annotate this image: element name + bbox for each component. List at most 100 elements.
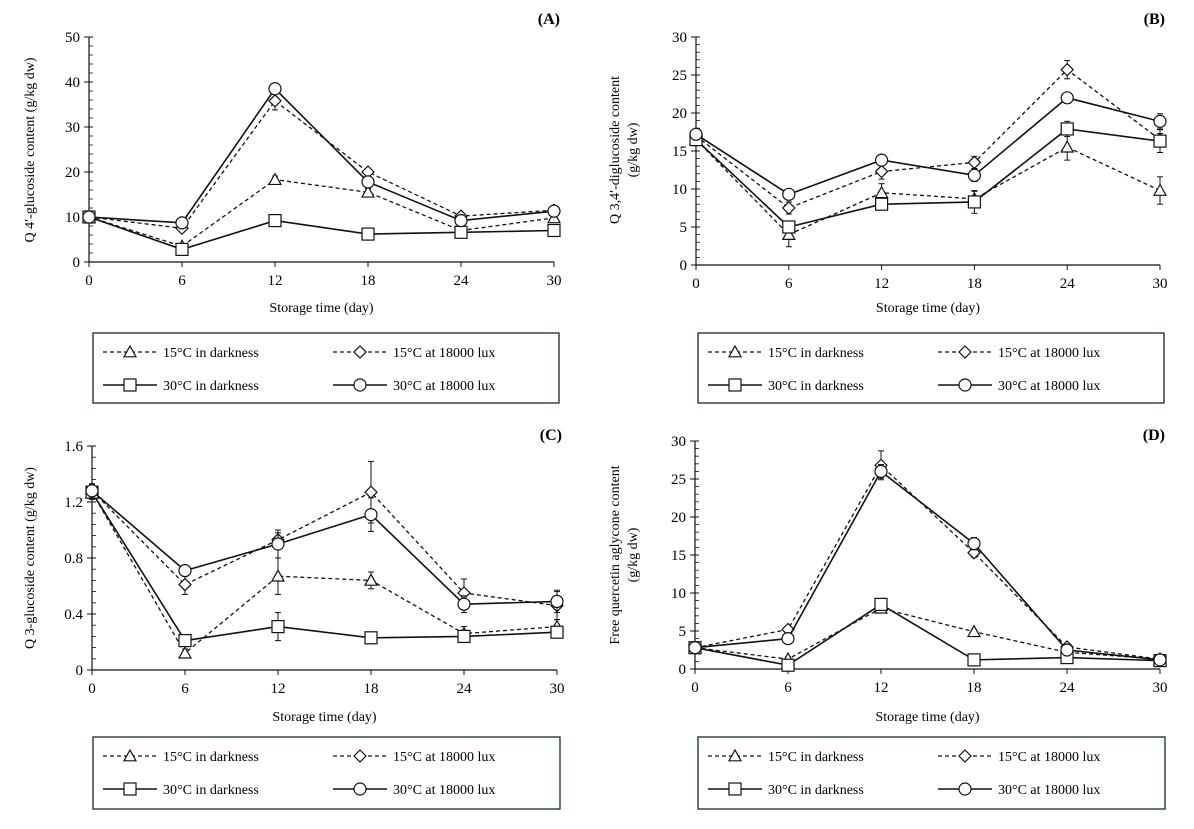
y-axis-label: Free quercetin aglycone content — [608, 465, 623, 644]
legend-label: 30°C in darkness — [768, 783, 864, 798]
data-point — [967, 168, 982, 182]
data-point — [268, 82, 282, 96]
series-line — [695, 96, 1161, 196]
series-2 — [85, 484, 564, 648]
x-tick-label: 12 — [268, 273, 283, 289]
legend-item: 30°C in darkness — [708, 378, 864, 394]
legend-marker-circle-icon — [958, 782, 972, 796]
x-tick-label: 24 — [1060, 276, 1076, 292]
series-line — [695, 68, 1161, 209]
y-tick-label: 25 — [671, 472, 686, 488]
series-line — [88, 216, 555, 251]
y-tick-label: 1.6 — [64, 439, 83, 455]
series-3 — [85, 483, 564, 614]
y-tick-label: 0.8 — [64, 551, 83, 567]
y-tick-label: 20 — [672, 106, 687, 122]
data-point — [782, 187, 796, 201]
data-point — [781, 658, 795, 672]
series-line — [91, 490, 558, 607]
x-axis-label: Storage time (day) — [875, 710, 980, 725]
legend-item: 15°C in darkness — [708, 748, 864, 765]
y-axis-label: Q 4′-glucoside content (g/kg dw) — [23, 57, 38, 242]
data-point — [268, 214, 282, 228]
x-tick-label: 6 — [784, 680, 792, 696]
data-point — [82, 210, 96, 224]
x-tick-label: 12 — [271, 681, 286, 697]
data-point — [454, 214, 468, 228]
data-point — [688, 641, 702, 655]
legend-marker-square-icon — [123, 782, 137, 796]
x-tick-label: 30 — [547, 273, 562, 289]
legend-label: 15°C in darkness — [768, 750, 864, 765]
legend-label: 30°C at 18000 lux — [393, 379, 495, 394]
legend-marker-diamond-icon — [958, 345, 972, 359]
y-tick-label: 5 — [680, 220, 688, 236]
x-tick-label: 0 — [691, 680, 699, 696]
data-point — [267, 172, 283, 186]
x-tick-label: 18 — [967, 276, 982, 292]
series-3 — [82, 82, 561, 230]
legend-label: 15°C at 18000 lux — [998, 346, 1100, 361]
legend-marker-triangle-icon — [727, 748, 743, 762]
legend-label: 15°C at 18000 lux — [998, 750, 1100, 765]
y-tick-label: 0 — [73, 255, 81, 271]
legend-item: 30°C at 18000 lux — [938, 378, 1100, 394]
legend-box — [697, 332, 1165, 404]
y-tick-label: 20 — [65, 165, 80, 181]
data-point — [781, 201, 796, 215]
y-tick-label: 0.4 — [64, 607, 83, 623]
data-point — [270, 568, 286, 582]
data-point — [360, 185, 376, 198]
legend-item: 30°C at 18000 lux — [333, 378, 495, 394]
series-line — [695, 128, 1161, 228]
y-tick-label: 40 — [65, 75, 80, 91]
y-tick-label: 50 — [65, 30, 80, 46]
y-tick-label: 30 — [672, 30, 687, 46]
legend-marker-square-icon — [728, 378, 742, 392]
legend-item: 30°C in darkness — [103, 378, 259, 394]
x-tick-label: 12 — [874, 680, 889, 696]
legend-label: 15°C at 18000 lux — [393, 750, 495, 765]
data-point — [967, 155, 982, 170]
data-point — [361, 227, 375, 241]
data-point — [364, 507, 378, 522]
data-point — [1060, 139, 1075, 153]
data-point — [457, 597, 471, 611]
data-point — [1060, 91, 1074, 105]
y-tick-label: 5 — [679, 624, 687, 640]
legend-marker-circle-icon — [353, 782, 367, 796]
y-tick-label: 30 — [65, 120, 80, 136]
legend-item: 15°C at 18000 lux — [333, 749, 495, 765]
legend-marker-circle-icon — [353, 378, 367, 392]
data-point — [874, 185, 889, 199]
data-point — [177, 645, 193, 659]
x-tick-label: 0 — [88, 681, 96, 697]
series-line — [91, 491, 558, 642]
series-line — [91, 491, 558, 655]
legend-label: 15°C in darkness — [768, 346, 864, 361]
legend-marker-diamond-icon — [958, 749, 972, 763]
series-line — [694, 603, 1161, 667]
x-tick-label: 0 — [692, 276, 700, 292]
data-point — [1153, 653, 1167, 667]
legend-label: 30°C at 18000 lux — [393, 783, 495, 798]
data-point — [547, 204, 561, 218]
series-1 — [82, 91, 561, 236]
legend-item: 30°C in darkness — [708, 782, 864, 798]
series-line — [88, 178, 555, 247]
data-point — [1060, 643, 1074, 657]
data-point — [178, 633, 192, 648]
x-axis-label: Storage time (day) — [876, 301, 981, 316]
y-tick-label: 15 — [672, 144, 687, 160]
x-tick-label: 30 — [1153, 276, 1168, 292]
legend-marker-circle-icon — [958, 378, 972, 392]
data-point — [967, 653, 981, 667]
x-tick-label: 30 — [1153, 680, 1168, 696]
y-tick-label: 25 — [672, 68, 687, 84]
legend-marker-triangle-icon — [122, 344, 138, 358]
legend-item: 15°C in darkness — [103, 344, 259, 361]
y-axis-label: (g/kg dw) — [626, 527, 641, 582]
legend-item: 15°C at 18000 lux — [938, 749, 1100, 765]
x-tick-label: 0 — [85, 273, 93, 289]
series-line — [88, 99, 555, 229]
